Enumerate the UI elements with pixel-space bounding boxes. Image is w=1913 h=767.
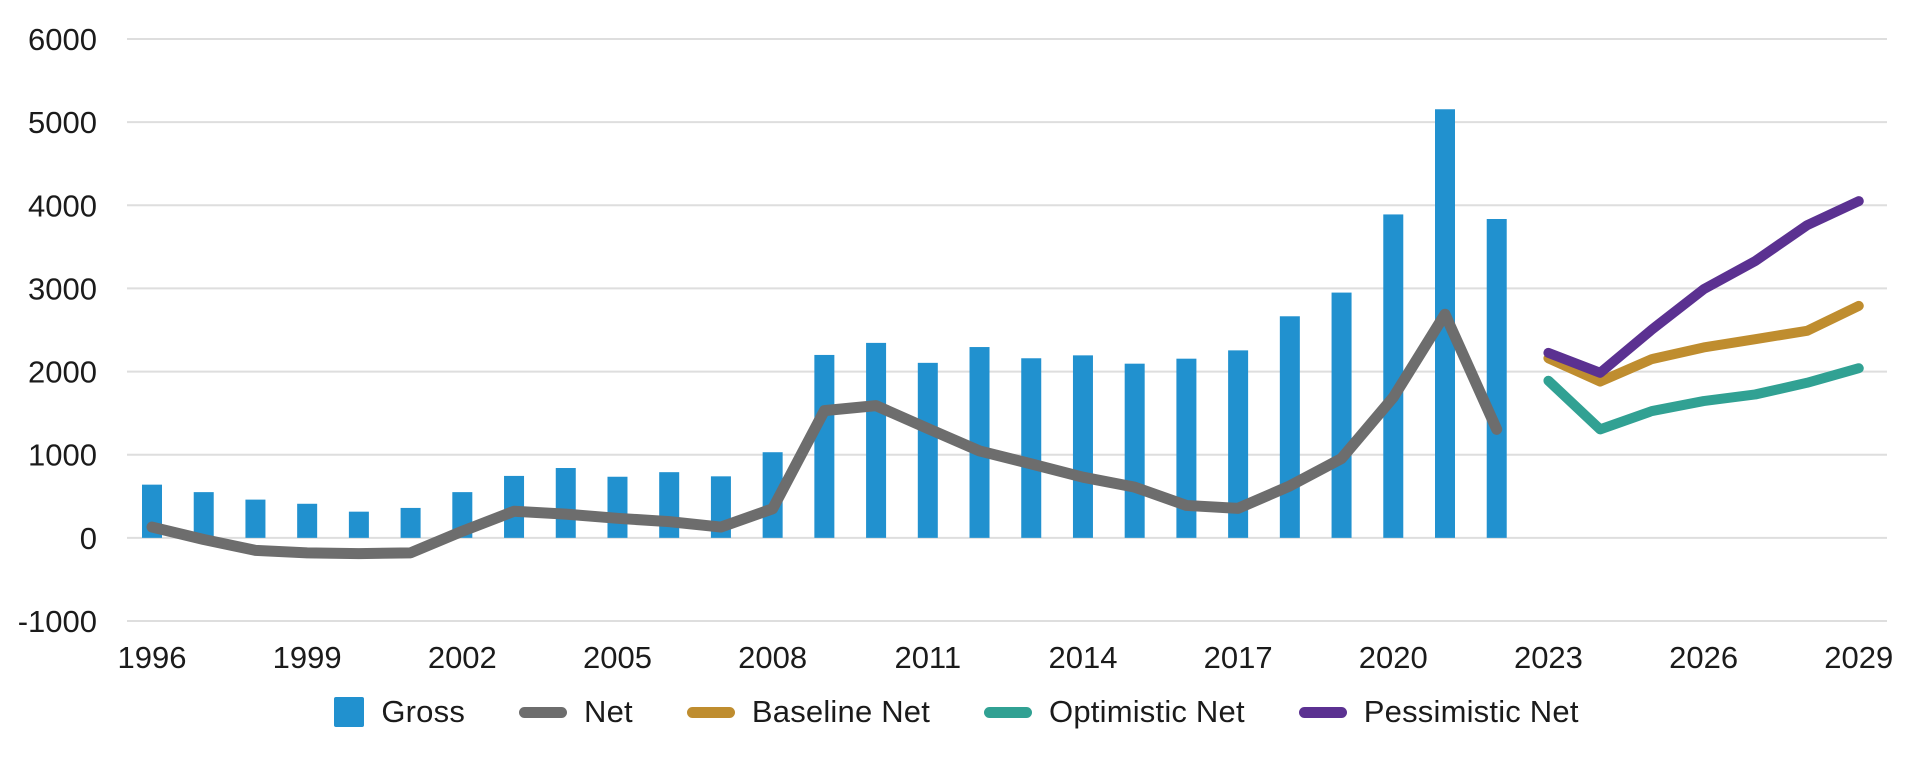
bar-2020 — [1383, 214, 1404, 538]
bar-2022 — [1486, 219, 1507, 538]
baseline-net-swatch-icon — [686, 706, 735, 718]
y-tick-label-2000: 2000 — [28, 355, 97, 390]
bar-2001 — [400, 507, 421, 538]
bar-1999 — [297, 503, 318, 538]
bar-2012 — [969, 347, 990, 538]
y-tick-label-0: 0 — [80, 521, 97, 556]
legend-item-baseline-net: Baseline Net — [686, 694, 931, 730]
legend-label-gross: Gross — [381, 694, 466, 729]
gross-swatch-icon — [334, 697, 365, 727]
x-tick-label-2011: 2011 — [894, 640, 961, 675]
x-tick-label-2002: 2002 — [428, 640, 497, 675]
x-tick-label-2017: 2017 — [1204, 640, 1273, 675]
bar-2014 — [1072, 355, 1093, 538]
bar-2011 — [917, 362, 938, 538]
bar-2009 — [814, 354, 835, 538]
net-swatch-icon — [519, 706, 568, 718]
pessimistic-net-line — [1543, 196, 1864, 378]
y-tick-label-3000: 3000 — [28, 271, 97, 306]
bar-2000 — [348, 511, 369, 538]
legend-item-gross: Gross — [334, 694, 465, 730]
bar-1997 — [193, 492, 214, 538]
bar-2008 — [762, 452, 783, 538]
x-tick-label-2008: 2008 — [738, 640, 807, 675]
bar-2016 — [1176, 358, 1197, 538]
x-tick-label-2005: 2005 — [583, 640, 652, 675]
legend-item-pessimistic-net: Pessimistic Net — [1298, 694, 1579, 730]
net-line — [146, 308, 1503, 560]
legend-label-net: Net — [584, 694, 633, 729]
y-tick-label-4000: 4000 — [28, 188, 97, 223]
legend-label-baseline-net: Baseline Net — [751, 694, 931, 729]
legend-label-pessimistic-net: Pessimistic Net — [1363, 694, 1579, 729]
bar-2015 — [1124, 363, 1145, 538]
bar-2010 — [866, 342, 887, 538]
legend-item-net: Net — [519, 694, 633, 730]
x-tick-label-2020: 2020 — [1359, 640, 1428, 675]
y-tick-label--1000: -1000 — [18, 604, 97, 639]
bar-2006 — [659, 472, 680, 538]
x-tick-label-2014: 2014 — [1048, 640, 1117, 675]
x-tick-label-2029: 2029 — [1824, 640, 1893, 675]
optimistic-net-swatch-icon — [984, 706, 1033, 718]
bar-2013 — [1021, 358, 1042, 538]
x-tick-label-1996: 1996 — [118, 640, 187, 675]
y-tick-label-1000: 1000 — [28, 438, 97, 473]
legend-item-optimistic-net: Optimistic Net — [984, 694, 1245, 730]
legend: Gross Net Baseline Net Optimistic Net Pe… — [0, 694, 1913, 730]
y-tick-label-5000: 5000 — [28, 105, 97, 140]
x-tick-label-1999: 1999 — [273, 640, 342, 675]
baseline-net-line — [1543, 300, 1864, 387]
bar-1998 — [245, 499, 266, 538]
bar-2019 — [1331, 292, 1352, 538]
bar-2017 — [1228, 350, 1249, 538]
pessimistic-net-swatch-icon — [1298, 706, 1347, 718]
x-tick-label-2023: 2023 — [1514, 640, 1583, 675]
legend-label-optimistic-net: Optimistic Net — [1049, 694, 1245, 729]
optimistic-net-line — [1543, 363, 1864, 435]
bar-2018 — [1279, 316, 1300, 538]
x-tick-label-2026: 2026 — [1669, 640, 1738, 675]
y-tick-label-6000: 6000 — [28, 22, 97, 57]
bar-2004 — [555, 468, 576, 538]
bar-2005 — [607, 476, 628, 538]
